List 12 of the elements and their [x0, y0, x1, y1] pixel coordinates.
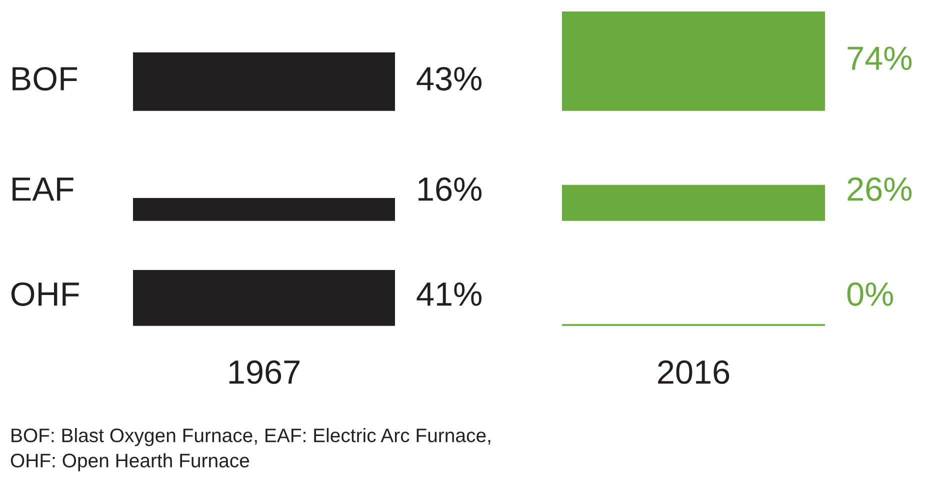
data-label: 43% [416, 66, 482, 91]
category-label: BOF [12, 66, 78, 91]
text: BOF: Blast Oxygen Furnace, EAF: Electric Arc Furnace, OHF: Open Hearth Furnace [10, 428, 490, 472]
data-label: 74% [848, 46, 912, 70]
data-label: 16% [418, 177, 482, 201]
text: 2016 [658, 360, 730, 384]
text: 1967 [229, 360, 300, 384]
category-label: OHF [11, 282, 79, 306]
data-label: 0% [847, 282, 894, 306]
data-label: 41% [416, 282, 482, 306]
category-label: EAF [12, 178, 74, 201]
data-label: 26% [848, 177, 912, 201]
